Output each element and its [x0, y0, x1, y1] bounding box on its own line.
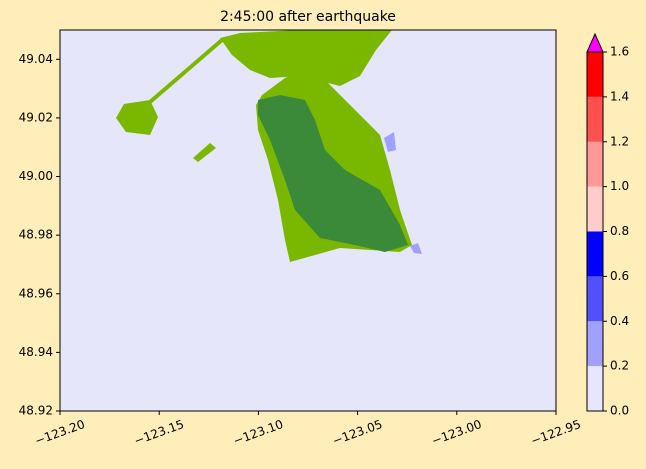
y-tick-label: 48.98 — [19, 228, 53, 242]
y-tick-label: 49.02 — [19, 110, 53, 124]
y-tick-label: 48.96 — [19, 286, 53, 300]
island — [116, 100, 158, 135]
y-tick-label: 49.04 — [19, 52, 53, 66]
axes-frame — [59, 29, 557, 412]
island — [193, 143, 216, 162]
colorbar-tick-label: 1.0 — [610, 179, 629, 193]
x-tick-label: −123.05 — [331, 417, 385, 448]
land — [116, 30, 422, 262]
chart-title: 2:45:00 after earthquake — [220, 9, 396, 25]
shallow-water — [410, 243, 422, 254]
colorbar-segment — [587, 231, 603, 277]
colorbar-segment — [587, 366, 603, 411]
colorbar-tick-label: 0.4 — [610, 314, 629, 328]
spit — [148, 38, 224, 104]
y-tick-label: 48.92 — [19, 404, 53, 418]
x-tick-label: −123.15 — [132, 417, 186, 448]
colorbar-segment — [587, 186, 603, 232]
colorbar-segment — [587, 96, 603, 142]
y-tick-label: 49.00 — [19, 169, 53, 183]
y-tick-label: 48.94 — [19, 345, 53, 359]
colorbar-segment — [587, 321, 603, 367]
x-tick-label: −123.20 — [33, 417, 87, 448]
x-tick-label: −123.10 — [231, 417, 285, 448]
colorbar-tick-label: 1.6 — [610, 45, 629, 59]
land-dark — [258, 95, 408, 252]
x-tick-label: −122.95 — [529, 417, 583, 448]
colorbar-segment — [587, 52, 603, 97]
colorbar-segment — [587, 276, 603, 322]
colorbar-segment — [587, 141, 603, 187]
colorbar-tick-label: 0.6 — [610, 269, 629, 283]
colorbar-tick-label: 1.4 — [610, 89, 629, 103]
colorbar-extend — [586, 32, 604, 53]
colorbar-tick-label: 0.0 — [610, 404, 629, 418]
land-north — [220, 30, 392, 86]
colorbar-tick-label: 0.8 — [610, 224, 629, 238]
x-tick-label: −123.00 — [430, 417, 484, 448]
colorbar-tick-label: 1.2 — [610, 134, 629, 148]
colorbar-tick-label: 0.2 — [610, 359, 629, 373]
shallow-water — [384, 132, 396, 152]
